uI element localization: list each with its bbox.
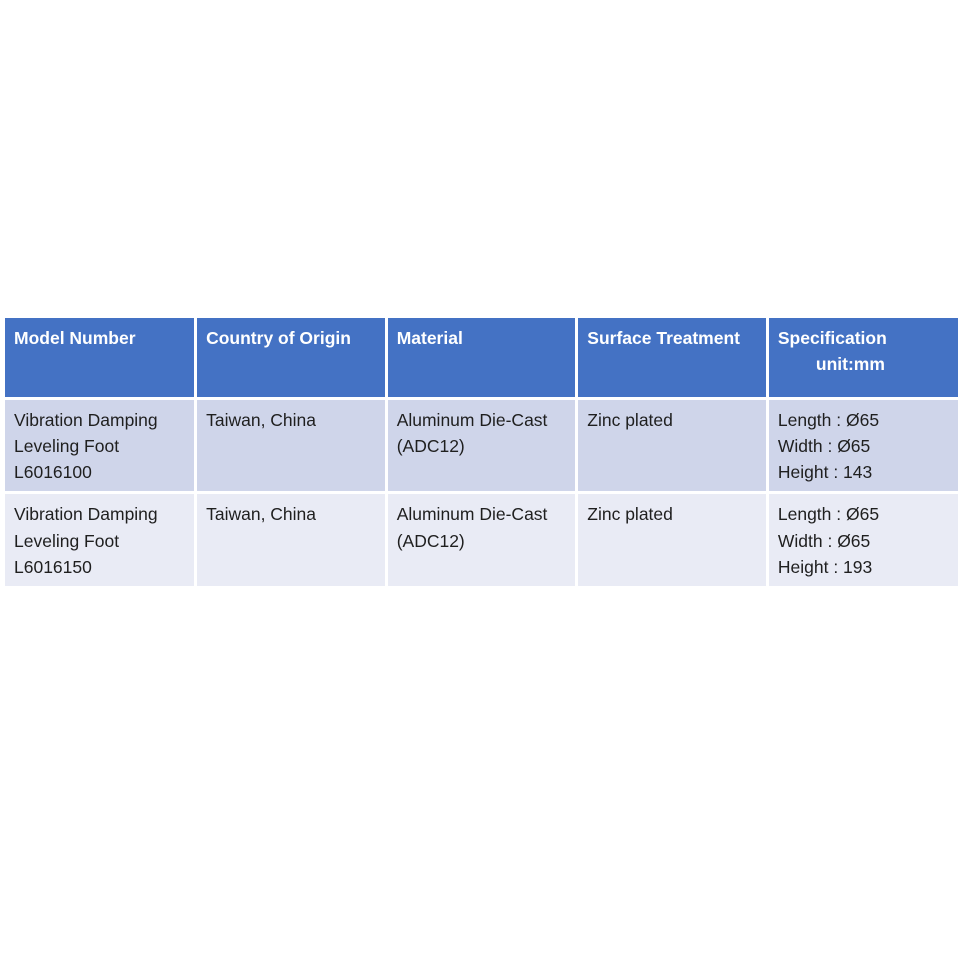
col-header-country-of-origin: Country of Origin (194, 318, 387, 398)
cell-country-of-origin: Taiwan, China (194, 396, 387, 493)
col-header-label: Material (396, 328, 463, 348)
table-row: Vibration Damping Leveling Foot L6016100… (5, 396, 958, 493)
cell-surface-treatment: Zinc plated (575, 491, 768, 586)
cell-country-of-origin: Taiwan, China (194, 491, 387, 586)
col-header-surface-treatment: Surface Treatment (575, 318, 768, 398)
cell-specification: Length : Ø65 Width : Ø65 Height : 193 (765, 491, 958, 586)
cell-material: Aluminum Die-Cast (ADC12) (384, 491, 577, 586)
cell-model-number: Vibration Damping Leveling Foot L6016100 (5, 396, 196, 493)
col-header-model-number: Model Number (5, 318, 196, 398)
header-row: Model Number Country of Origin Material … (5, 318, 958, 398)
table-row: Vibration Damping Leveling Foot L6016150… (5, 491, 958, 586)
col-header-label: Country of Origin (206, 328, 351, 348)
cell-surface-treatment: Zinc plated (575, 396, 768, 493)
table-body: Vibration Damping Leveling Foot L6016100… (5, 396, 958, 586)
col-header-specification: Specification unit:mm (765, 318, 958, 398)
cell-material: Aluminum Die-Cast (ADC12) (384, 396, 577, 493)
table-header: Model Number Country of Origin Material … (5, 318, 958, 398)
cell-model-number: Vibration Damping Leveling Foot L6016150 (5, 491, 196, 586)
product-spec-table: Model Number Country of Origin Material … (5, 318, 958, 586)
col-header-unit-label: unit:mm (815, 354, 885, 375)
col-header-label: Surface Treatment (587, 328, 740, 348)
cell-specification: Length : Ø65 Width : Ø65 Height : 143 (765, 396, 958, 493)
col-header-label: Model Number (14, 328, 136, 348)
col-header-material: Material (384, 318, 577, 398)
col-header-label: Specification (777, 328, 887, 348)
